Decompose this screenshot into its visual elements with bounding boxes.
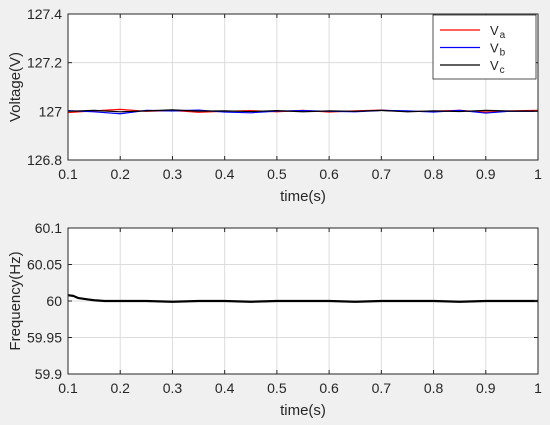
x-tick-label: 0.1 [58, 380, 78, 396]
legend-label-subscript: b [500, 48, 506, 59]
voltage-x-axis-label: time(s) [280, 188, 326, 205]
voltage-plot-frame [67, 13, 539, 161]
y-tick-label: 60 [46, 293, 62, 309]
x-tick-label: 1 [534, 380, 542, 396]
legend-label-main: V [490, 58, 499, 73]
frequency-x-ticks: 0.1 0.2 0.3 0.4 0.5 0.6 0.7 0.8 0.9 1 [58, 228, 542, 396]
x-tick-label: 0.7 [372, 166, 392, 182]
y-tick-label: 60.1 [35, 220, 62, 236]
x-tick-label: 0.7 [372, 380, 392, 396]
x-tick-label: 0.2 [110, 380, 130, 396]
legend-label-vb: Vb [490, 41, 506, 59]
y-tick-label: 126.8 [27, 152, 62, 168]
legend-label-va: Va [490, 23, 506, 41]
y-tick-label: 127.2 [27, 55, 62, 71]
frequency-series-lines [67, 294, 538, 303]
legend-label-main: V [490, 23, 499, 38]
series-line-frequency [67, 294, 538, 303]
frequency-panel: 0.1 0.2 0.3 0.4 0.5 0.6 0.7 0.8 0.9 1 59.9 59.95 60… [7, 220, 542, 419]
x-tick-label: 0.3 [163, 166, 183, 182]
voltage-series-lines [67, 108, 539, 115]
voltage-x-ticks: 0.1 0.2 0.3 0.4 0.5 0.6 0.7 0.8 0.9 1 [58, 14, 542, 182]
x-tick-label: 0.8 [424, 380, 444, 396]
frequency-y-axis-label: Frequency(Hz) [7, 251, 24, 350]
x-tick-label: 0.1 [58, 166, 78, 182]
y-tick-label: 59.95 [27, 330, 62, 346]
series-line-vc [67, 109, 538, 113]
voltage-y-ticks: 126.8 127 127.2 127.4 [27, 6, 538, 168]
x-tick-label: 0.3 [163, 380, 183, 396]
x-tick-label: 0.6 [319, 380, 339, 396]
y-tick-label: 60.05 [27, 257, 62, 273]
y-tick-label: 127 [39, 103, 63, 119]
legend-label-subscript: a [500, 30, 506, 41]
voltage-panel: 0.1 0.2 0.3 0.4 0.5 0.6 0.7 0.8 0.9 1 126.8 127 127… [7, 6, 542, 205]
frequency-x-axis-label: time(s) [280, 402, 326, 419]
y-tick-label: 127.4 [27, 6, 62, 22]
legend-label-subscript: c [500, 65, 505, 76]
x-tick-label: 0.5 [267, 380, 287, 396]
x-tick-label: 0.4 [215, 380, 235, 396]
y-tick-label: 59.9 [35, 366, 62, 382]
x-tick-label: 0.9 [476, 166, 496, 182]
frequency-y-ticks: 59.9 59.95 60 60.05 60.1 [27, 220, 538, 382]
x-tick-label: 0.2 [110, 166, 130, 182]
x-tick-label: 0.6 [319, 166, 339, 182]
x-tick-label: 0.8 [424, 166, 444, 182]
x-tick-label: 1 [534, 166, 542, 182]
x-tick-label: 0.9 [476, 380, 496, 396]
x-tick-label: 0.4 [215, 166, 235, 182]
x-tick-label: 0.5 [267, 166, 287, 182]
legend-label-main: V [490, 41, 499, 56]
voltage-y-axis-label: Voltage(V) [7, 52, 24, 122]
legend-label-vc: Vc [490, 58, 505, 76]
